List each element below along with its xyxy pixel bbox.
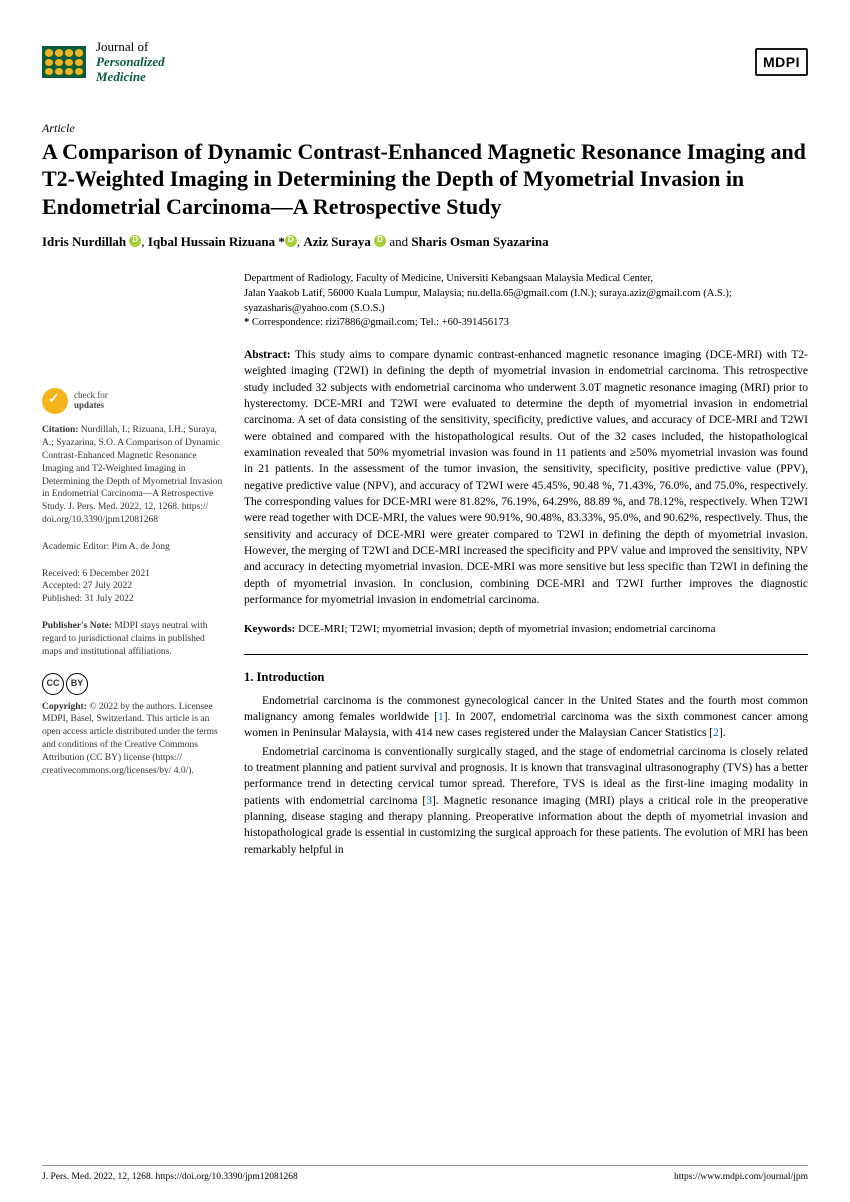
article-type: Article [42,121,808,136]
date-accepted: Accepted: 27 July 2022 [42,580,224,593]
sidebar: check for updates Citation: Nurdillah, I… [42,272,224,860]
date-published: Published: 31 July 2022 [42,593,224,606]
abstract-label: Abstract: [244,349,291,361]
journal-line1: Journal of [96,40,165,55]
authors-line: Idris Nurdillah , Iqbal Hussain Rizuana … [42,234,808,250]
keywords-block: Keywords: DCE-MRI; T2WI; myometrial inva… [244,622,808,638]
section-divider [244,654,808,655]
author-3[interactable]: Aziz Suraya [303,234,371,249]
dates-block: Received: 6 December 2021 Accepted: 27 J… [42,568,224,606]
abstract-block: Abstract: This study aims to compare dyn… [244,347,808,608]
citation-block: Citation: Nurdillah, I.; Rizuana, I.H.; … [42,424,224,527]
journal-logo-icon [42,46,86,78]
pubnote-label: Publisher's Note: [42,621,112,631]
aff-dept: Department of Radiology, Faculty of Medi… [244,272,808,287]
aff-addr: Jalan Yaakob Latif, 56000 Kuala Lumpur, … [244,287,808,302]
aff-mail: syazasharis@yahoo.com (S.O.S.) [244,302,808,317]
main-column: Department of Radiology, Faculty of Medi… [244,272,808,860]
check-updates-icon [42,388,68,414]
abstract-text: This study aims to compare dynamic contr… [244,349,808,606]
editor-block: Academic Editor: Pim A. de Jong [42,541,224,554]
check-updates-text: check for updates [74,391,108,411]
journal-line2: Personalized [96,55,165,70]
author-1[interactable]: Idris Nurdillah [42,234,126,249]
orcid-icon[interactable] [285,235,297,247]
intro-body: Endometrial carcinoma is the commonest g… [244,693,808,858]
publisher-note-block: Publisher's Note: MDPI stays neutral wit… [42,620,224,658]
cc-by-icon[interactable]: CC BY [42,673,88,695]
keywords-text: DCE-MRI; T2WI; myometrial invasion; dept… [298,623,715,635]
author-4[interactable]: Sharis Osman Syazarina [411,234,548,249]
keywords-label: Keywords: [244,623,295,635]
section-title-intro: 1. Introduction [244,669,808,687]
footer-right[interactable]: https://www.mdpi.com/journal/jpm [674,1172,808,1182]
two-column-layout: check for updates Citation: Nurdillah, I… [42,272,808,860]
license-block: CC BY Copyright: © 2022 by the authors. … [42,673,224,778]
orcid-icon[interactable] [129,235,141,247]
header: Journal of Personalized Medicine MDPI [42,40,808,85]
intro-para-1: Endometrial carcinoma is the commonest g… [244,693,808,742]
copyright-label: Copyright: [42,702,87,712]
author-2[interactable]: Iqbal Hussain Rizuana * [148,234,285,249]
page-footer: J. Pers. Med. 2022, 12, 1268. https://do… [42,1165,808,1182]
citation-text: Nurdillah, I.; Rizuana, I.H.; Suraya, A.… [42,425,222,525]
article-title: A Comparison of Dynamic Contrast-Enhance… [42,138,808,221]
affiliation-block: Department of Radiology, Faculty of Medi… [244,272,808,331]
date-received: Received: 6 December 2021 [42,568,224,581]
orcid-icon[interactable] [374,235,386,247]
copyright-text: © 2022 by the authors. Licensee MDPI, Ba… [42,702,218,776]
aff-corr: * Correspondence: rizi7886@gmail.com; Te… [244,316,808,331]
page: Journal of Personalized Medicine MDPI Ar… [0,0,850,1202]
check-updates[interactable]: check for updates [42,388,224,414]
journal-title: Journal of Personalized Medicine [96,40,165,85]
footer-left: J. Pers. Med. 2022, 12, 1268. https://do… [42,1172,298,1182]
citation-label: Citation: [42,425,78,435]
journal-brand: Journal of Personalized Medicine [42,40,165,85]
intro-para-2: Endometrial carcinoma is conventionally … [244,744,808,858]
journal-line3: Medicine [96,70,165,85]
publisher-logo[interactable]: MDPI [755,48,808,76]
